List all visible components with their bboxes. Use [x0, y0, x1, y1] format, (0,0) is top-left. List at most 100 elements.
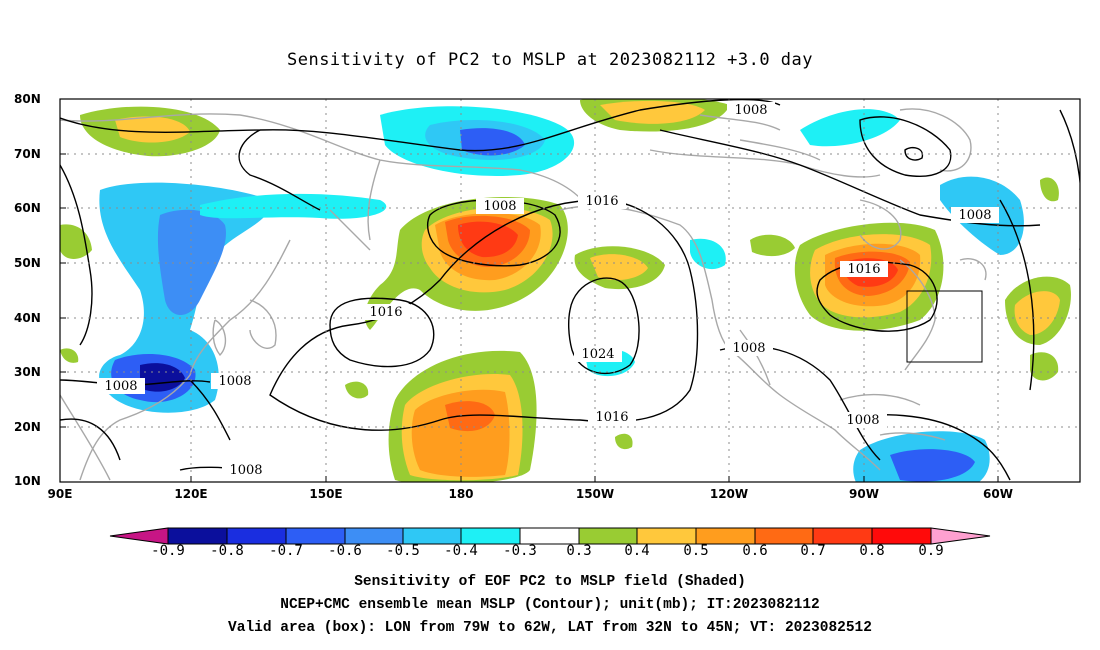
contour-label-1016-north-pacific: 1016 — [585, 194, 618, 209]
contour-1008-small-loop — [904, 146, 924, 161]
shade-neg-north-band — [200, 193, 387, 219]
contour-1008-nw-atlantic — [659, 129, 1041, 227]
coast-newfoundland — [959, 258, 987, 281]
contour-label-1016-west-pacific: 1016 — [369, 305, 402, 320]
coast-north-america — [729, 349, 881, 471]
colorbar-tick-8: 0.3 — [566, 543, 592, 559]
coast-india — [60, 394, 111, 481]
colorbar-tick-5: -0.5 — [386, 543, 420, 559]
colorbar-tick-1: -0.9 — [151, 543, 185, 559]
lat-label-50n: 50N — [14, 256, 41, 270]
colorbar-tick-14: 0.9 — [918, 543, 944, 559]
lat-label-60n: 60N — [14, 201, 41, 215]
contour-1008-greenland-low — [859, 116, 952, 177]
shade-pos-atl-small — [1030, 352, 1059, 381]
shade-pos-eastatlantic-in — [1014, 291, 1060, 335]
shade-pos-wp-small — [345, 381, 369, 399]
colorbar-swatch-13 — [871, 527, 932, 545]
colorbar-swatch-3 — [285, 527, 346, 545]
coast-cuba — [879, 432, 946, 441]
contour-label-1008-aleutian: 1008 — [483, 199, 516, 214]
shade-pos-np-5 — [458, 221, 518, 258]
lat-label-10n: 10N — [14, 474, 41, 488]
lon-label-150e: 150E — [309, 487, 343, 501]
coast-japan — [249, 299, 277, 349]
coast-east-asia — [79, 239, 291, 481]
shade-pos-atl-small2 — [1040, 177, 1059, 202]
colorbar-right-arrow — [930, 527, 991, 545]
coast-us-east — [899, 259, 936, 371]
contour-1008-westasia — [60, 164, 93, 346]
lon-label-120e: 120E — [174, 487, 208, 501]
colorbar-tick-10: 0.5 — [683, 543, 709, 559]
lat-label-80n: 80N — [14, 92, 41, 106]
colorbar-tick-13: 0.8 — [859, 543, 885, 559]
lon-label-90w: 90W — [849, 487, 879, 501]
sensitivity-shading — [60, 99, 1071, 482]
shade-neg-caribbean-core — [890, 449, 975, 482]
shade-neg-asia-mid — [157, 209, 226, 315]
contour-1008-india — [60, 418, 121, 461]
caption-contour: NCEP+CMC ensemble mean MSLP (Contour); u… — [280, 597, 820, 613]
plot-frame — [59, 98, 1081, 483]
colorbar-swatch-5 — [402, 527, 462, 545]
coast-asia-north — [60, 113, 591, 211]
contour-label-1008-south-china: 1008 — [104, 379, 137, 394]
coast-greenland — [899, 108, 972, 172]
shade-pos-na-west — [750, 234, 795, 257]
colorbar-swatch-9 — [636, 527, 697, 545]
lat-label-40n: 40N — [14, 311, 41, 325]
lon-label-90e: 90E — [47, 487, 73, 501]
colorbar-swatch-7 — [519, 527, 580, 545]
contour-label-1008-caribbean: 1008 — [846, 413, 879, 428]
colorbar-tick-4: -0.6 — [328, 543, 362, 559]
coast-hudson — [859, 199, 902, 250]
lon-label-180: 180 — [448, 487, 474, 501]
shade-pos-wp-small2 — [60, 348, 79, 363]
coast-canada-islands — [699, 114, 821, 161]
colorbar-swatch-2 — [226, 527, 287, 545]
colorbar-swatch-6 — [460, 527, 521, 545]
shade-pos-arctic-inner — [600, 100, 705, 124]
shade-neg-alaska — [690, 238, 726, 270]
contour-1008-east-china — [189, 379, 231, 441]
shade-neg-greenland — [800, 109, 900, 147]
contour-label-1008-arctic: 1008 — [734, 103, 767, 118]
lon-label-60w: 60W — [983, 487, 1013, 501]
shade-neg-arctic-core — [460, 128, 525, 156]
colorbar-swatch-4 — [344, 527, 404, 545]
colorbar-swatch-12 — [812, 527, 873, 545]
shade-pos-tiny — [615, 433, 633, 450]
contour-label-1024-pacific-high: 1024 — [581, 347, 614, 362]
coast-mexico — [739, 329, 771, 386]
contour-1008-arctic-low — [60, 99, 781, 152]
lon-label-120w: 120W — [709, 487, 749, 501]
contour-1008-mexico — [719, 345, 881, 461]
shade-pos-siberia-in — [115, 116, 190, 143]
chart-title: Sensitivity of PC2 to MSLP at 2023082112… — [286, 50, 813, 70]
contour-label-1008-philippines: 1008 — [229, 463, 262, 478]
coast-gulf — [839, 393, 921, 406]
colorbar-tick-7: -0.3 — [503, 543, 537, 559]
colorbar-tick-11: 0.6 — [742, 543, 768, 559]
colorbar-tick-3: -0.7 — [269, 543, 303, 559]
colorbar-swatch-8 — [578, 527, 638, 545]
axis-ticks — [59, 98, 999, 483]
caption-valid-area: Valid area (box): LON from 79W to 62W, L… — [228, 620, 872, 636]
contour-label-1008-mexico: 1008 — [732, 341, 765, 356]
shade-pos-subtropic-4 — [445, 401, 495, 432]
contour-1024-pacific-high — [567, 277, 640, 375]
colorbar-tick-12: 0.7 — [800, 543, 826, 559]
coastlines — [60, 108, 987, 481]
shade-pos-np-small-in — [590, 254, 648, 280]
colorbar-swatch-11 — [754, 527, 814, 545]
contour-1008-arctic-2 — [238, 129, 321, 211]
contour-1016-east-atlantic — [999, 109, 1080, 391]
colorbar-tick-6: -0.4 — [444, 543, 478, 559]
colorbar-swatch-10 — [695, 527, 756, 545]
contour-label-1016-northeast-us: 1016 — [847, 262, 880, 277]
coast-korea — [212, 319, 227, 357]
contour-label-1016-subtropical: 1016 — [595, 410, 628, 425]
gridlines — [60, 99, 1080, 482]
